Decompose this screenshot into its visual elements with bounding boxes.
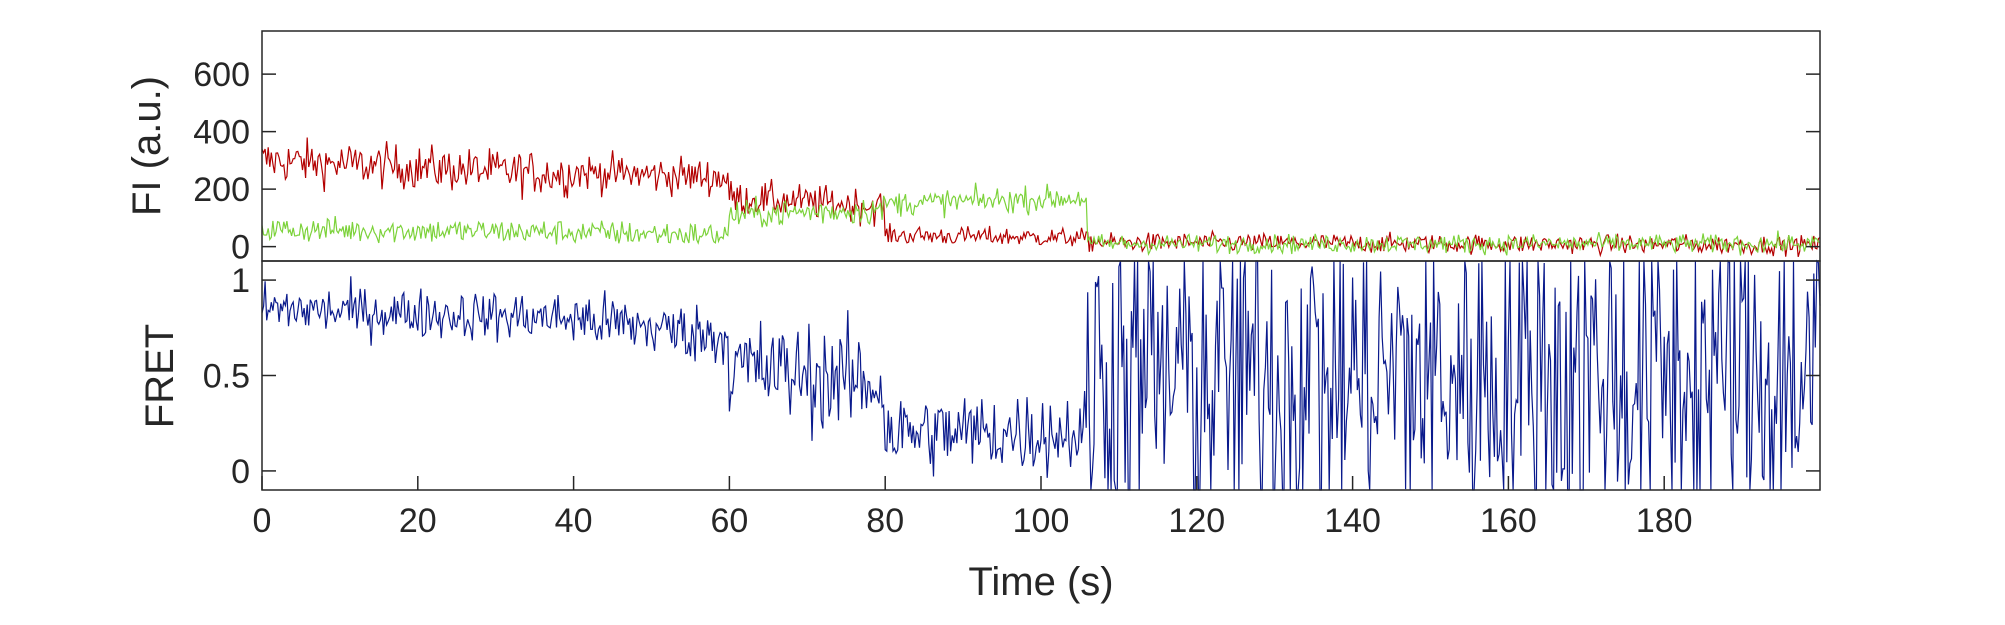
trace-series-0-0: [261, 137, 1821, 258]
x-tick-label: 20: [399, 502, 437, 540]
fluorescence-traces: [261, 137, 1821, 258]
trace-series-1-0: [261, 259, 1821, 491]
y-tick-label: 400: [193, 114, 250, 152]
x-tick-label: 100: [1013, 502, 1070, 540]
x-tick-label: 60: [710, 502, 748, 540]
time-x-ticks: 0 20 40 60 80 100 120 140 160 180: [253, 476, 1693, 540]
fluorescence-panel: 0 200 400 600 FI (a.u.): [125, 30, 1821, 267]
fluorescence-y-ticks: 0 200 400 600: [193, 56, 1820, 267]
fret-axes-frame: [261, 260, 1821, 491]
fret-y-ticks: 00.51: [203, 262, 1820, 491]
y-tick-label: 600: [193, 56, 250, 94]
fret-y-axis-label: FRET: [138, 324, 182, 428]
x-tick-label: 180: [1636, 502, 1693, 540]
y-tick-label: 1: [231, 262, 250, 300]
fret-traces: [261, 259, 1821, 491]
x-tick-label: 0: [253, 502, 272, 540]
x-tick-label: 120: [1168, 502, 1225, 540]
time-x-axis-label: Time (s): [968, 560, 1113, 604]
y-tick-label: 0.5: [203, 358, 250, 396]
x-tick-label: 80: [866, 502, 904, 540]
fret-panel: 00.51 0 20 40 60 80 100 120 140 160 180 FRET Time…: [138, 259, 1821, 604]
x-tick-label: 40: [555, 502, 593, 540]
trace-series-0-1: [261, 182, 1821, 257]
x-tick-label: 140: [1324, 502, 1381, 540]
y-tick-label: 0: [231, 229, 250, 267]
fluorescence-y-axis-label: FI (a.u.): [125, 76, 169, 216]
y-tick-label: 200: [193, 171, 250, 209]
y-tick-label: 0: [231, 453, 250, 491]
x-tick-label: 160: [1480, 502, 1537, 540]
